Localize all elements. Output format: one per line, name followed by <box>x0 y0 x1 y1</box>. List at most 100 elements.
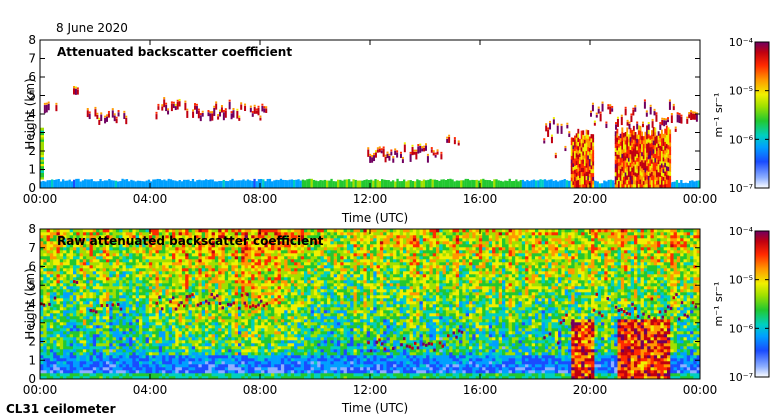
raw-backscatter-cell <box>43 277 47 281</box>
raw-backscatter-cell <box>122 370 127 374</box>
backscatter-cell <box>644 135 647 141</box>
raw-backscatter-cell <box>119 331 123 335</box>
raw-backscatter-cell <box>158 310 163 314</box>
raw-backscatter-cell <box>181 301 186 305</box>
raw-backscatter-cell <box>254 340 259 344</box>
backscatter-cell <box>231 178 234 188</box>
raw-backscatter-cell <box>251 253 255 257</box>
raw-backscatter-cell <box>181 322 186 326</box>
raw-backscatter-cell <box>145 250 150 254</box>
raw-backscatter-cell <box>257 253 262 257</box>
raw-backscatter-cell <box>129 370 133 374</box>
raw-backscatter-cell <box>115 316 120 320</box>
raw-backscatter-cell <box>152 289 156 293</box>
raw-backscatter-cell <box>59 289 64 293</box>
raw-backscatter-cell <box>221 268 226 272</box>
backscatter-cell <box>207 179 210 188</box>
raw-backscatter-cell <box>115 370 120 374</box>
raw-backscatter-cell <box>79 232 84 236</box>
raw-backscatter-cell <box>145 286 150 290</box>
raw-backscatter-cell <box>251 364 255 368</box>
raw-backscatter-cell <box>99 265 103 269</box>
raw-backscatter-cell <box>201 304 206 308</box>
raw-backscatter-cell <box>201 259 206 263</box>
raw-backscatter-cell <box>112 310 117 314</box>
raw-backscatter-cell <box>46 310 51 314</box>
raw-backscatter-cell <box>244 340 249 344</box>
backscatter-cell <box>588 143 591 149</box>
raw-backscatter-cell <box>271 322 275 326</box>
raw-backscatter-cell <box>125 280 130 284</box>
backscatter-cell <box>392 156 395 159</box>
raw-backscatter-cell <box>218 337 222 341</box>
raw-backscatter-cell <box>224 262 229 266</box>
raw-backscatter-cell <box>271 340 275 344</box>
raw-backscatter-cell <box>89 337 94 341</box>
raw-backscatter-cell <box>96 355 100 359</box>
raw-backscatter-cell <box>109 274 113 278</box>
raw-backscatter-cell <box>63 310 67 314</box>
backscatter-cell <box>651 171 653 177</box>
backscatter-cell <box>639 134 642 140</box>
raw-backscatter-cell <box>158 346 163 350</box>
raw-backscatter-cell <box>231 313 235 317</box>
backscatter-cell <box>438 180 441 188</box>
backscatter-cell <box>295 179 298 188</box>
raw-backscatter-cell <box>211 229 216 233</box>
raw-backscatter-cell <box>175 358 179 362</box>
raw-backscatter-cell <box>221 370 226 374</box>
raw-backscatter-cell <box>251 307 255 311</box>
backscatter-cell <box>636 176 639 181</box>
backscatter-cell <box>618 143 620 148</box>
backscatter-cell <box>660 158 663 164</box>
raw-backscatter-cell <box>119 262 123 266</box>
raw-backscatter-cell <box>211 376 216 379</box>
raw-backscatter-cell <box>46 259 51 263</box>
raw-backscatter-cell <box>168 250 173 254</box>
raw-backscatter-cell <box>142 241 146 245</box>
raw-backscatter-cell <box>49 259 54 263</box>
backscatter-cell <box>230 111 233 114</box>
raw-backscatter-cell <box>224 349 229 353</box>
raw-backscatter-cell <box>241 325 245 329</box>
raw-backscatter-cell <box>66 325 70 329</box>
raw-backscatter-cell <box>274 229 278 233</box>
raw-backscatter-cell <box>40 319 44 323</box>
backscatter-cell <box>73 179 76 188</box>
raw-backscatter-cell <box>175 238 179 242</box>
raw-backscatter-cell <box>92 250 97 254</box>
raw-backscatter-cell <box>53 241 57 245</box>
backscatter-cell <box>659 153 662 158</box>
raw-backscatter-cell <box>142 289 146 293</box>
raw-backscatter-cell <box>185 367 189 371</box>
raw-backscatter-cell <box>271 268 275 272</box>
raw-backscatter-cell <box>241 247 245 251</box>
raw-backscatter-cell <box>69 277 74 281</box>
raw-backscatter-cell <box>112 271 117 275</box>
raw-backscatter-cell <box>195 340 199 344</box>
raw-backscatter-cell <box>241 271 245 275</box>
backscatter-cell <box>688 112 691 115</box>
backscatter-cell <box>627 134 630 139</box>
raw-backscatter-cell <box>106 334 110 338</box>
raw-backscatter-cell <box>228 316 232 320</box>
raw-backscatter-cell <box>172 280 176 284</box>
raw-backscatter-cell <box>158 340 163 344</box>
raw-backscatter-cell <box>271 325 275 329</box>
raw-backscatter-cell <box>82 265 87 269</box>
backscatter-cell <box>647 162 650 168</box>
raw-backscatter-cell <box>191 313 196 317</box>
backscatter-cell <box>616 158 619 164</box>
raw-backscatter-cell <box>86 328 90 332</box>
raw-backscatter-cell <box>205 355 209 359</box>
raw-backscatter-cell <box>115 271 120 275</box>
raw-backscatter-cell <box>165 274 169 278</box>
raw-backscatter-cell <box>188 370 193 374</box>
raw-backscatter-cell <box>178 364 183 368</box>
raw-backscatter-cell <box>264 364 268 368</box>
backscatter-cell <box>590 153 593 158</box>
raw-backscatter-cell <box>247 352 252 356</box>
raw-backscatter-cell <box>247 286 252 290</box>
raw-backscatter-cell <box>115 238 120 242</box>
raw-backscatter-cell <box>175 280 179 284</box>
